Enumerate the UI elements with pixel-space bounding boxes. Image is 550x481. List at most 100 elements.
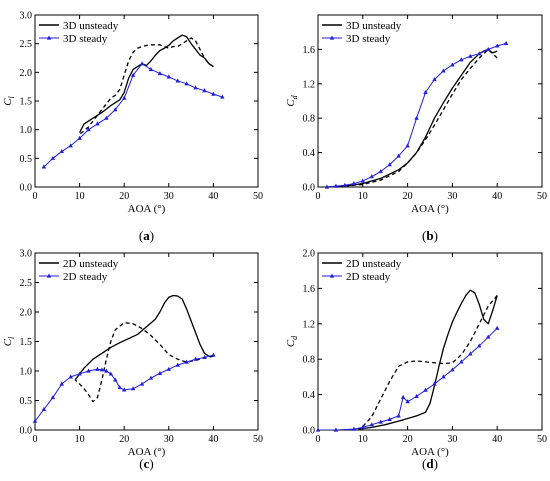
data-point <box>202 88 207 93</box>
data-point <box>59 148 64 154</box>
data-point <box>175 362 180 367</box>
x-tick-label: 0 <box>33 191 38 202</box>
data-point <box>99 367 105 372</box>
data-point <box>139 381 145 386</box>
x-tick-label: 0 <box>33 434 38 445</box>
data-point <box>468 53 473 58</box>
y-tick-label: 1.2 <box>303 79 316 90</box>
data-point <box>104 368 109 373</box>
y-tick-label: 0.0 <box>20 183 33 194</box>
series-line-a-0 <box>79 34 214 133</box>
data-point <box>477 51 482 56</box>
data-point <box>211 91 216 96</box>
data-point <box>315 427 321 432</box>
y-tick-label: 2.0 <box>20 308 33 319</box>
x-tick-label: 50 <box>537 434 547 445</box>
data-point <box>86 368 91 373</box>
data-point <box>211 352 216 357</box>
data-point <box>450 367 455 372</box>
data-point <box>387 162 392 167</box>
data-point <box>59 381 64 386</box>
y-tick-label: 1.0 <box>20 367 33 378</box>
x-tick-label: 10 <box>75 434 85 445</box>
y-tick-label: 0.5 <box>20 154 33 165</box>
panel-label: (b) <box>422 228 438 243</box>
data-point <box>396 413 401 418</box>
data-point <box>486 334 491 339</box>
data-point <box>414 115 419 120</box>
data-point <box>77 371 82 376</box>
x-tick-label: 40 <box>208 434 218 445</box>
chart-panel-a: 0 10 20 30 40 50 0.0 0.5 1.0 1.5 2.0 2.5 3.0 AOA (°) C… <box>2 11 263 244</box>
y-tick-label: 1.2 <box>303 319 316 330</box>
x-tick-label: 40 <box>492 434 502 445</box>
data-point <box>405 399 410 404</box>
data-point <box>50 155 56 160</box>
chart-panel-d: 0 10 20 30 40 50 0.0 0.4 0.8 1.2 1.6 2.0 AOA (°) Cd 2D… <box>285 249 547 472</box>
series-line-d-2 <box>318 327 498 430</box>
data-point <box>396 153 401 158</box>
data-point <box>495 43 500 48</box>
x-axis-label: AOA (°) <box>128 203 166 215</box>
x-tick-label: 50 <box>253 191 263 202</box>
x-tick-label: 10 <box>75 191 85 202</box>
y-axis-label: Cd <box>285 335 299 347</box>
series-line-a-2 <box>43 63 223 168</box>
x-tick-label: 20 <box>119 191 129 202</box>
data-point <box>68 143 73 148</box>
legend-entry: 2D steady <box>346 271 391 283</box>
legend-entry: 2D steady <box>63 271 108 283</box>
y-tick-label: 3.0 <box>20 249 33 260</box>
y-axis-label: Cd <box>285 94 299 106</box>
series-line-b-2 <box>326 42 507 187</box>
data-point <box>423 89 428 94</box>
y-tick-label: 0.8 <box>303 114 316 125</box>
data-point <box>148 375 154 380</box>
y-tick-label: 0.4 <box>303 390 316 401</box>
data-point <box>41 406 47 411</box>
data-point <box>41 164 47 169</box>
data-point <box>130 72 136 77</box>
legend-entry: 3D steady <box>63 33 108 45</box>
data-point <box>117 385 122 390</box>
x-tick-label: 20 <box>119 434 129 445</box>
x-tick-label: 40 <box>492 191 502 202</box>
data-point <box>432 77 437 82</box>
data-point <box>220 94 225 99</box>
y-tick-label: 2.0 <box>20 68 33 79</box>
data-point <box>148 66 154 72</box>
data-point <box>360 178 365 183</box>
series-line-c-1 <box>74 321 214 403</box>
data-point <box>166 74 171 79</box>
data-point <box>387 416 392 421</box>
y-axis-label-base: C <box>285 99 297 107</box>
data-point <box>459 359 464 364</box>
x-tick-label: 10 <box>358 191 368 202</box>
data-point <box>432 381 437 386</box>
y-tick-label: 0.5 <box>20 396 33 407</box>
y-axis-label-base: C <box>2 98 14 106</box>
y-tick-label: 2.5 <box>20 278 33 289</box>
legend-entry: 2D unsteady <box>63 258 119 270</box>
x-tick-label: 50 <box>537 191 547 202</box>
data-point <box>113 107 118 112</box>
data-point <box>333 183 339 188</box>
panel-label: (a) <box>139 228 154 243</box>
panel-label: (c) <box>139 456 153 471</box>
data-point <box>184 81 189 86</box>
data-point <box>175 78 180 83</box>
x-axis-label: AOA (°) <box>411 446 449 458</box>
x-tick-label: 0 <box>316 191 321 202</box>
data-point <box>333 427 339 432</box>
x-tick-label: 0 <box>316 434 321 445</box>
data-point <box>378 419 383 424</box>
data-point <box>441 374 446 379</box>
x-tick-label: 20 <box>403 191 413 202</box>
y-tick-label: 0.0 <box>303 426 316 437</box>
y-axis-label-base: C <box>285 339 297 347</box>
data-point <box>122 387 127 392</box>
legend-entry: 3D steady <box>346 33 391 45</box>
data-point <box>68 374 73 379</box>
data-point <box>477 343 482 348</box>
x-tick-label: 30 <box>164 191 174 202</box>
